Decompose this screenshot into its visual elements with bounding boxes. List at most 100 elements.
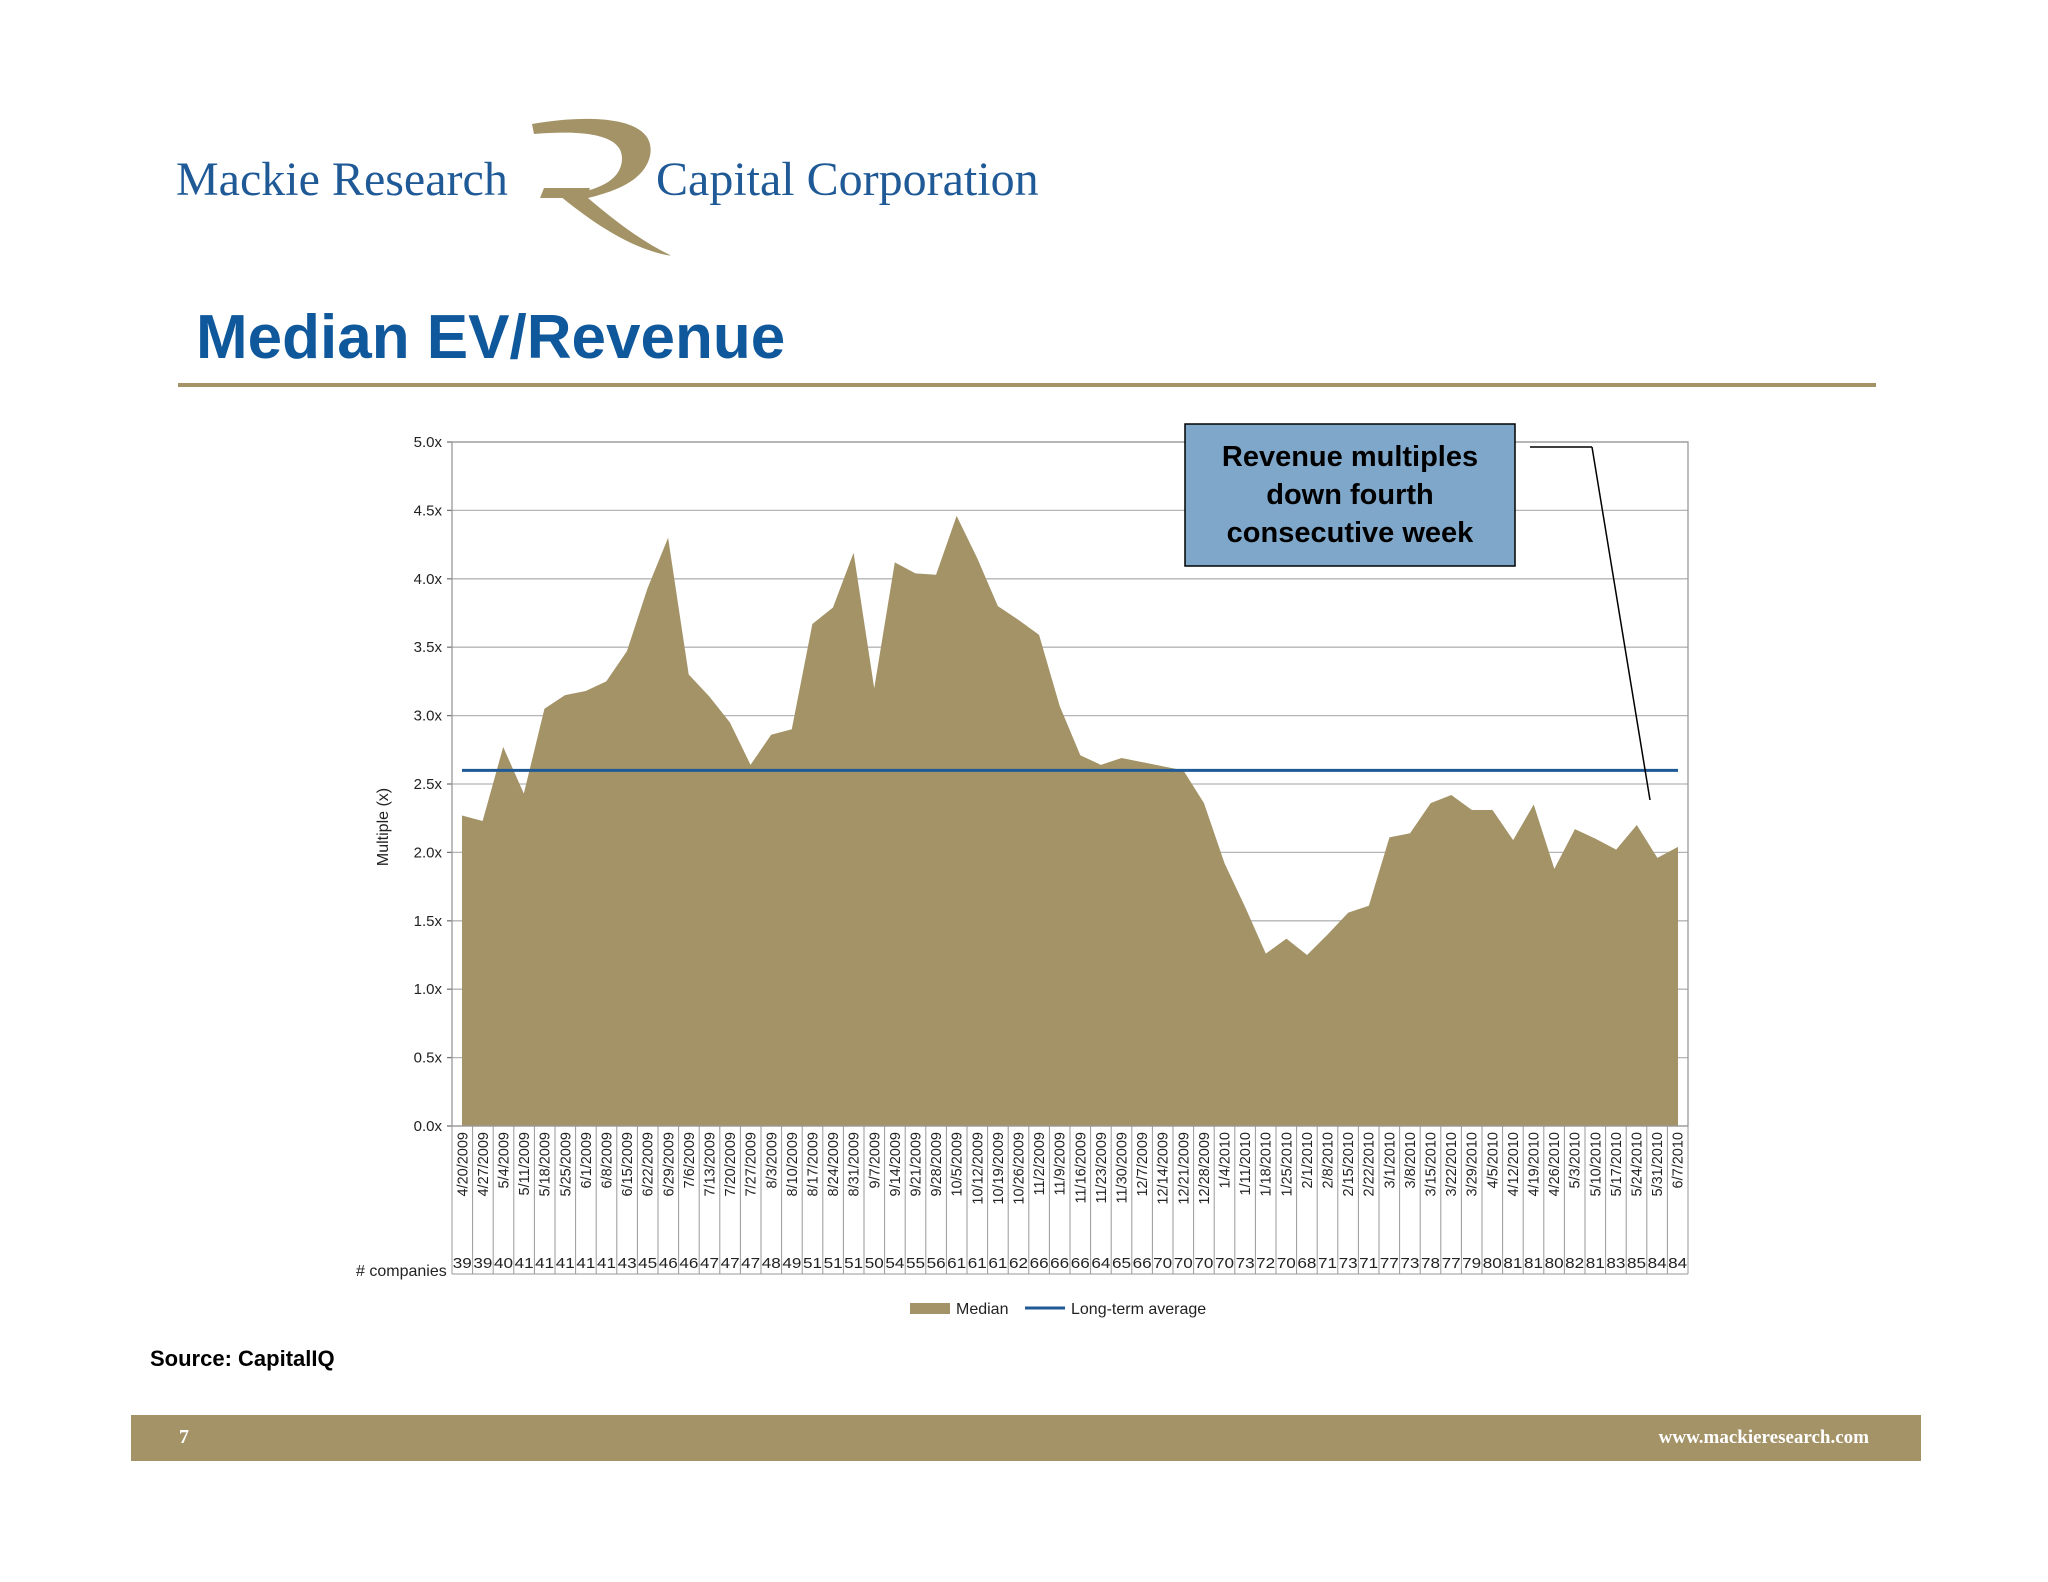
y-tick-label: 4.0x <box>414 571 443 588</box>
x-tick-label: 6/15/2009 <box>620 1132 636 1197</box>
x-tick-label: 10/12/2009 <box>970 1132 986 1205</box>
x-tick-label: 10/5/2009 <box>950 1132 966 1197</box>
x-tick-label: 7/6/2009 <box>682 1132 698 1188</box>
legend-average-label: Long-term average <box>1071 1301 1206 1318</box>
company-count: 56 <box>927 1255 946 1272</box>
x-tick-label: 2/8/2010 <box>1321 1132 1337 1188</box>
company-logo: Mackie Research Capital Corporation <box>170 110 1100 260</box>
company-count: 73 <box>1400 1255 1419 1272</box>
y-tick-label: 4.5x <box>414 502 443 519</box>
median-ev-revenue-chart: Multiple (x) 0.0x 0.5x 1.0x 1.5x 2.0x 2.5x 3.0… <box>356 423 1689 1318</box>
company-count: 64 <box>1091 1255 1110 1272</box>
x-tick-label: 7/13/2009 <box>703 1132 719 1197</box>
company-count: 65 <box>1112 1255 1131 1272</box>
x-tick-label: 7/27/2009 <box>744 1132 760 1197</box>
company-count-label: # companies <box>356 1263 447 1280</box>
company-count: 55 <box>906 1255 925 1272</box>
company-count: 85 <box>1627 1255 1646 1272</box>
page-number: 7 <box>179 1426 189 1448</box>
company-count: 41 <box>515 1255 534 1272</box>
company-count: 41 <box>597 1255 616 1272</box>
company-count: 49 <box>782 1255 801 1272</box>
company-count: 70 <box>1153 1255 1172 1272</box>
y-axis-title: Multiple (x) <box>375 788 392 866</box>
x-tick-label: 10/19/2009 <box>991 1132 1007 1205</box>
company-count: 79 <box>1462 1255 1481 1272</box>
x-tick-label: 6/1/2009 <box>579 1132 595 1188</box>
y-tick-label: 2.0x <box>414 844 443 861</box>
company-count: 73 <box>1339 1255 1358 1272</box>
legend-median-label: Median <box>956 1301 1008 1318</box>
legend-median-swatch <box>910 1303 950 1314</box>
company-count: 81 <box>1524 1255 1543 1272</box>
company-count: 41 <box>535 1255 554 1272</box>
x-tick-label: 5/10/2010 <box>1588 1132 1604 1197</box>
x-tick-label: 8/24/2009 <box>826 1132 842 1197</box>
x-tick-label: 6/7/2010 <box>1671 1132 1687 1188</box>
x-tick-label: 3/29/2010 <box>1465 1132 1481 1197</box>
company-count: 62 <box>1009 1255 1028 1272</box>
x-tick-label: 6/29/2009 <box>661 1132 677 1197</box>
x-tick-label: 12/7/2009 <box>1135 1132 1151 1197</box>
company-count: 80 <box>1545 1255 1564 1272</box>
y-axis-label: Multiple (x) <box>375 788 392 866</box>
company-count: 72 <box>1256 1255 1275 1272</box>
company-count: 51 <box>803 1255 822 1272</box>
company-count: 43 <box>618 1255 637 1272</box>
x-tick-label: 5/11/2009 <box>517 1132 533 1195</box>
median-area <box>462 515 1678 1126</box>
median-series-area <box>462 515 1678 1126</box>
x-tick-label: 9/28/2009 <box>929 1132 945 1197</box>
source-note: Source: CapitalIQ <box>150 1346 335 1371</box>
annotation-text: Revenue multiples down fourth consecutiv… <box>1221 441 1479 549</box>
x-tick-label: 8/10/2009 <box>785 1132 801 1197</box>
x-tick-label: 8/3/2009 <box>764 1132 780 1188</box>
logo-text-left: Mackie Research <box>176 153 508 206</box>
y-tick-label: 3.0x <box>414 708 443 725</box>
company-count: 82 <box>1565 1255 1584 1272</box>
x-tick-label: 8/31/2009 <box>847 1132 863 1197</box>
company-count: 70 <box>1277 1255 1296 1272</box>
x-tick-label: 2/22/2010 <box>1362 1132 1378 1197</box>
x-tick-label: 1/18/2010 <box>1259 1132 1275 1197</box>
company-count: 77 <box>1442 1255 1461 1272</box>
company-count: 66 <box>1050 1255 1069 1272</box>
footer-bar: 7 www.mackieresearch.com <box>131 1415 1921 1461</box>
x-tick-label: 3/15/2010 <box>1424 1132 1440 1197</box>
company-count: 54 <box>885 1255 904 1272</box>
company-count: 51 <box>844 1255 863 1272</box>
company-count: 41 <box>576 1255 595 1272</box>
company-count: 61 <box>988 1255 1007 1272</box>
company-count: 41 <box>556 1255 575 1272</box>
company-count: 48 <box>762 1255 781 1272</box>
x-tick-label: 1/25/2010 <box>1279 1132 1295 1197</box>
company-count: 71 <box>1359 1255 1378 1272</box>
company-counts: 39 39 40 41 41 41 41 41 43 45 46 46 47 47 47 48 49 51 51 51… <box>453 1255 1687 1272</box>
x-tick-label: 5/3/2010 <box>1568 1132 1584 1188</box>
x-tick-label: 12/28/2009 <box>1197 1132 1213 1205</box>
x-tick-label: 12/14/2009 <box>1156 1132 1172 1205</box>
plot-frame <box>451 441 1689 1275</box>
company-count: 78 <box>1421 1255 1440 1272</box>
y-tick-labels: 0.0x 0.5x 1.0x 1.5x 2.0x 2.5x 3.0x 3.5x 4.0x 4.5x… <box>414 434 443 1135</box>
x-tick-label: 5/4/2009 <box>497 1132 513 1188</box>
company-count: 71 <box>1318 1255 1337 1272</box>
x-tick-label: 6/22/2009 <box>641 1132 657 1197</box>
company-count: 47 <box>721 1255 740 1272</box>
x-tick-label: 1/4/2010 <box>1218 1132 1234 1188</box>
x-tick-label: 1/11/2010 <box>1238 1132 1254 1195</box>
company-count: 70 <box>1215 1255 1234 1272</box>
x-tick-label: 4/19/2010 <box>1527 1132 1543 1197</box>
x-tick-label: 4/20/2009 <box>455 1132 471 1197</box>
y-tick-label: 0.5x <box>414 1050 443 1067</box>
annotation-callout: Revenue multiples down fourth consecutiv… <box>1184 423 1651 801</box>
company-count: 83 <box>1606 1255 1625 1272</box>
x-tick-label: 5/17/2010 <box>1609 1132 1625 1197</box>
company-count: 47 <box>700 1255 719 1272</box>
x-tick-label: 9/7/2009 <box>867 1132 883 1188</box>
company-count: 80 <box>1483 1255 1502 1272</box>
x-tick-label: 11/23/2009 <box>1094 1132 1110 1204</box>
x-tick-labels: 4/20/2009 4/27/2009 5/4/2009 5/11/2009 5/18/… <box>455 1132 1686 1205</box>
company-count: 39 <box>473 1255 492 1272</box>
x-tick-label: 5/18/2009 <box>538 1132 554 1197</box>
